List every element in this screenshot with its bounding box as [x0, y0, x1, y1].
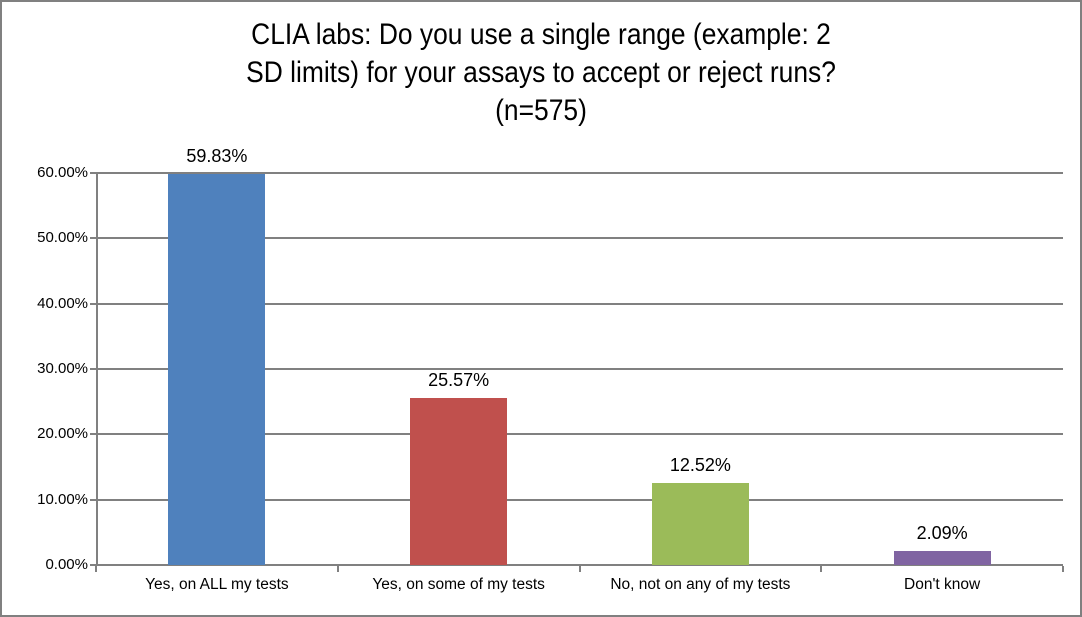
x-axis-tick-4 [1062, 566, 1064, 572]
bar-value-label-2: 12.52% [669, 455, 731, 476]
y-tick-label-40: 40.00% [37, 294, 88, 312]
gridline-60 [96, 172, 1063, 174]
y-tick-label-0: 0.00% [45, 556, 88, 573]
chart-title-line-2: SD limits) for your assays to accept or … [246, 56, 836, 89]
x-axis-tick-0 [95, 566, 97, 572]
bar-0 [168, 174, 266, 565]
bar-value-label-3: 2.09% [916, 523, 968, 544]
y-axis-tick-40 [90, 302, 97, 305]
x-category-label-3: Don't know [904, 576, 981, 593]
chart-title: CLIA labs: Do you use a single range (ex… [67, 16, 1016, 130]
y-axis-tick-50 [90, 237, 97, 240]
x-axis-tick-3 [820, 566, 823, 572]
gridline-10 [96, 498, 1063, 501]
gridline-30 [96, 368, 1063, 370]
bar-3 [893, 551, 991, 565]
x-axis-tick-2 [578, 566, 581, 572]
y-axis-tick-10 [90, 498, 97, 501]
gridline-20 [96, 433, 1063, 436]
bar-1 [410, 397, 508, 565]
y-axis-tick-20 [90, 433, 97, 436]
bar-value-label-1: 25.57% [428, 369, 490, 390]
bar-2 [651, 483, 749, 565]
y-tick-label-10: 10.00% [37, 490, 88, 508]
chart-title-line-3: (n=575) [495, 94, 587, 127]
y-axis-tick-0 [90, 564, 97, 566]
gridline-50 [96, 237, 1063, 240]
y-axis-tick-60 [90, 172, 97, 174]
x-axis-tick-1 [336, 566, 339, 572]
y-axis-tick-30 [90, 368, 97, 370]
chart-title-line-1: CLIA labs: Do you use a single range (ex… [251, 18, 831, 51]
y-tick-label-30: 30.00% [37, 360, 88, 377]
bar-value-label-0: 59.83% [186, 146, 248, 167]
x-axis-line [96, 564, 1063, 566]
y-tick-label-20: 20.00% [37, 425, 88, 443]
x-category-label-1: Yes, on some of my tests [372, 576, 545, 593]
y-axis-line [96, 173, 98, 566]
x-category-label-2: No, not on any of my tests [610, 576, 791, 593]
gridline-40 [96, 302, 1063, 305]
y-tick-label-60: 60.00% [37, 164, 88, 181]
y-tick-label-50: 50.00% [37, 229, 88, 247]
x-category-label-0: Yes, on ALL my tests [145, 576, 289, 593]
